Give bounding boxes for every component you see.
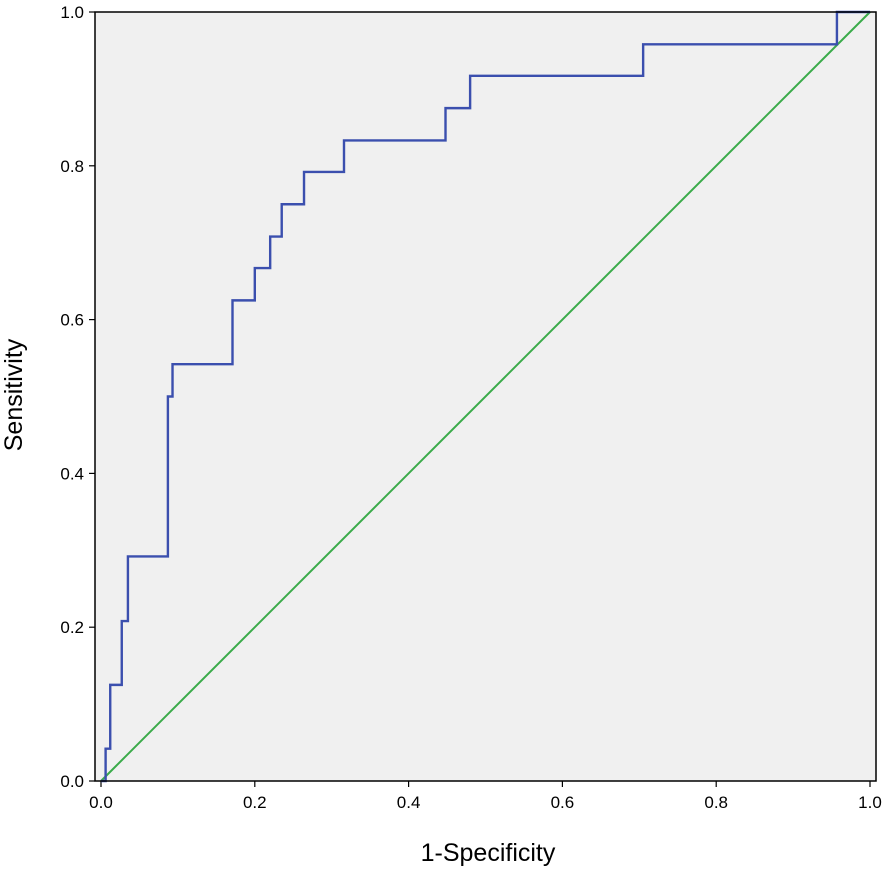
y-tick-label: 0.2 <box>60 618 84 637</box>
x-tick-label: 0.2 <box>243 793 267 812</box>
reference-diagonal-line <box>100 11 871 782</box>
x-tick-label: 0.4 <box>397 793 421 812</box>
x-axis-ticks: 0.0 0.2 0.4 0.6 0.8 1.0 <box>89 781 882 812</box>
y-tick-label: 0.8 <box>60 157 84 176</box>
y-tick-label: 0.6 <box>60 311 84 330</box>
x-tick-label: 0.6 <box>551 793 575 812</box>
x-tick-label: 0.0 <box>89 793 113 812</box>
y-tick-label: 1.0 <box>60 3 84 22</box>
x-axis-title: 1-Specificity <box>421 839 556 867</box>
y-axis-title: Sensitivity <box>0 338 28 451</box>
x-tick-label: 0.8 <box>704 793 728 812</box>
plot-frame <box>94 11 877 782</box>
y-tick-label: 0.4 <box>60 464 84 483</box>
series-layer <box>100 10 871 783</box>
y-axis-ticks: 0.0 0.2 0.4 0.6 0.8 1.0 <box>60 3 95 791</box>
roc-curve-line <box>101 10 870 783</box>
x-tick-label: 1.0 <box>858 793 882 812</box>
y-tick-label: 0.0 <box>60 772 84 791</box>
